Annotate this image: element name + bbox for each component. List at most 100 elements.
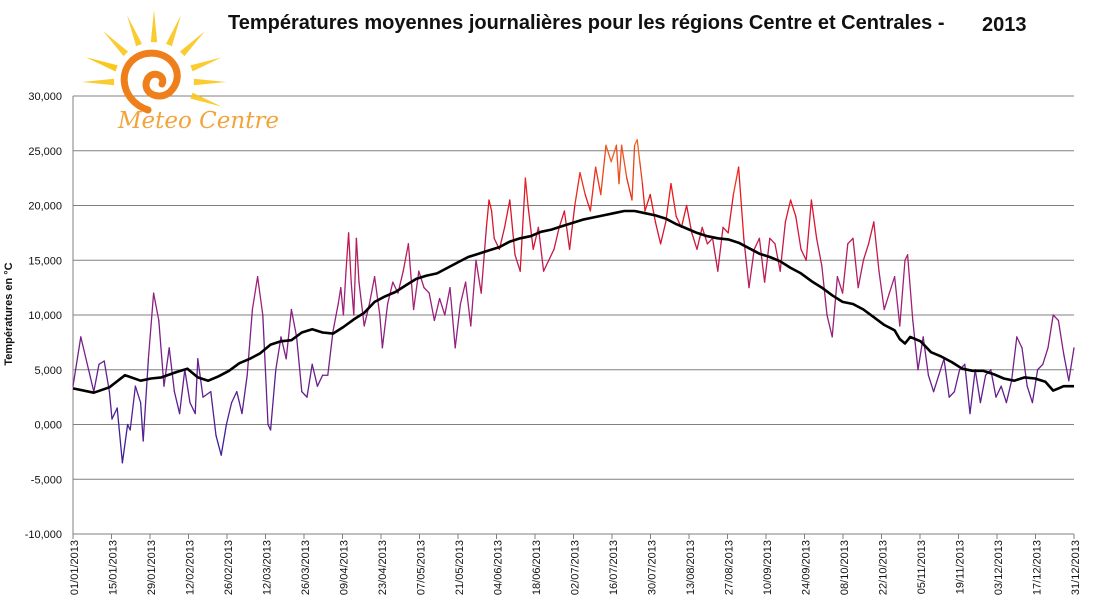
daily-temperature-segment: [210, 390, 217, 437]
daily-temperature-segment: [230, 390, 238, 404]
chart-title-year: 2013: [982, 14, 1027, 36]
y-tick-label: 10,000: [28, 310, 62, 322]
daily-temperature-segment: [615, 144, 620, 185]
daily-temperature-segment: [503, 199, 511, 229]
sun-ray: [179, 31, 205, 57]
daily-temperature-segment: [147, 292, 155, 360]
sun-ray: [150, 10, 158, 43]
daily-temperature-segment: [1062, 352, 1070, 382]
daily-temperature-segment: [815, 237, 823, 267]
daily-temperature-segment: [995, 385, 1002, 398]
daily-temperature-segment: [964, 363, 971, 415]
daily-temperature-segment: [316, 374, 324, 387]
daily-temperature-segment: [610, 144, 618, 163]
x-tick-labels: 01/01/2013 15/01/2013 29/01/2013 12/02/2013…: [69, 534, 1082, 595]
daily-temperature-segment: [579, 171, 586, 196]
daily-temperature-segment: [246, 308, 254, 376]
daily-temperature-segment: [347, 232, 352, 283]
daily-temperature-segment: [327, 330, 334, 376]
daily-temperature-segment: [306, 363, 313, 398]
x-tick-label: 08/10/2013: [839, 540, 851, 595]
daily-temperature-segment: [98, 360, 105, 365]
daily-temperature-segment: [1042, 347, 1049, 365]
daily-temperature-segment: [428, 292, 436, 322]
x-tick-label: 18/06/2013: [531, 540, 543, 595]
daily-temperature-segment: [680, 204, 688, 229]
daily-temperature-segment: [454, 303, 462, 349]
daily-temperature-segment: [485, 199, 490, 229]
daily-temperature-segment: [1021, 347, 1028, 387]
meteo-centre-logo: Meteo Centre: [82, 10, 279, 134]
daily-temperature-segment: [631, 144, 636, 201]
daily-temperature-segment: [542, 259, 550, 272]
daily-temperature-segment: [943, 358, 950, 398]
daily-temperature-segment: [1005, 380, 1013, 404]
x-tick-label: 10/09/2013: [762, 540, 774, 595]
daily-temperature-segment: [189, 401, 196, 415]
daily-temperature-segment: [256, 276, 264, 316]
daily-temperature-segment: [620, 144, 628, 179]
daily-temperature-segment: [139, 401, 144, 442]
y-tick-label: 5,000: [34, 365, 62, 377]
x-tick-label: 12/03/2013: [262, 540, 274, 595]
daily-temperature-segment: [220, 423, 228, 456]
daily-temperature-segment: [202, 390, 212, 398]
y-tick-label: 15,000: [28, 255, 62, 267]
daily-temperature-segment: [784, 199, 792, 223]
x-tick-label: 04/06/2013: [493, 540, 505, 595]
y-tick-label: 30,000: [28, 91, 62, 103]
daily-temperature-segment: [769, 237, 776, 245]
daily-temperature-segment: [847, 237, 854, 245]
daily-temperature-segment: [134, 385, 142, 404]
x-tick-label: 05/11/2013: [916, 540, 928, 594]
daily-temperature-segment: [438, 297, 446, 316]
daily-temperature-segment: [899, 259, 906, 327]
daily-temperature-segment: [337, 286, 342, 305]
daily-temperature-segment: [594, 166, 602, 196]
daily-temperature-segment: [584, 193, 592, 212]
sun-ray: [82, 78, 115, 86]
daily-temperature-segment: [358, 281, 365, 327]
x-tick-label: 16/07/2013: [608, 540, 620, 595]
daily-temperature-segment: [841, 243, 849, 294]
daily-temperature-segment: [974, 369, 982, 404]
average-temperature-series: [72, 209, 1074, 394]
sun-ray: [165, 15, 181, 47]
daily-temperature-segment: [979, 374, 987, 404]
daily-temperature-segment: [748, 248, 755, 289]
daily-temperature-segment: [524, 177, 529, 207]
sun-ray: [86, 57, 118, 72]
daily-temperature-segment: [111, 407, 118, 420]
daily-temperature-segment: [290, 308, 298, 338]
daily-temperature-segment: [589, 166, 597, 212]
daily-temperature-segment: [932, 374, 940, 393]
x-tick-label: 15/01/2013: [108, 540, 120, 595]
daily-temperature-segment: [553, 226, 560, 250]
daily-temperature-segment: [654, 221, 662, 245]
daily-temperature-segment: [1047, 314, 1054, 349]
daily-temperature-segment: [269, 369, 277, 431]
daily-temperature-segment: [342, 270, 347, 316]
daily-temperature-segment: [810, 199, 818, 240]
daily-temperature-segment: [184, 369, 191, 404]
daily-temperature-segment: [774, 243, 781, 272]
daily-temperature-segment: [574, 171, 581, 207]
daily-temperature-segment: [711, 237, 719, 272]
daily-temperature-segment: [618, 144, 623, 185]
x-tick-label: 22/10/2013: [878, 540, 890, 595]
daily-temperature-segment: [831, 276, 839, 338]
daily-temperature-segment: [407, 243, 415, 311]
daily-temperature-segment: [1036, 363, 1044, 371]
daily-temperature-segment: [87, 369, 95, 393]
daily-temperature-segment: [641, 182, 646, 212]
daily-temperature-segment: [475, 259, 482, 294]
daily-temperature-segment: [108, 390, 113, 420]
daily-temperature-segment: [121, 423, 129, 464]
daily-temperature-segment: [488, 199, 493, 212]
daily-temperature-segment: [158, 319, 165, 387]
daily-temperature-segment: [301, 390, 308, 398]
daily-temperature-segment: [509, 199, 516, 256]
daily-temperature-segment: [763, 237, 771, 283]
daily-temperature-segment: [691, 232, 698, 250]
